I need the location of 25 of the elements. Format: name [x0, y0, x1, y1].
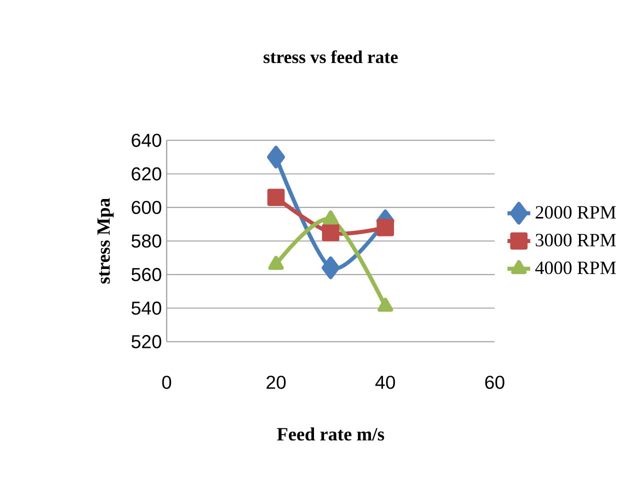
point [322, 224, 340, 242]
point [322, 210, 338, 225]
point [267, 188, 285, 206]
x-axis-title: Feed rate m/s [277, 427, 384, 441]
x-tick-label: 0 [162, 376, 172, 389]
y-tick-label: 580 [132, 234, 162, 248]
point [322, 256, 340, 280]
legend-label: 2000 RPM [536, 206, 616, 219]
y-tick-label: 540 [132, 301, 162, 315]
legend-label: 3000 RPM [536, 234, 616, 246]
y-tick-label: 640 [132, 134, 162, 147]
x-tick-label: 40 [375, 376, 395, 389]
x-tick-label: 20 [266, 376, 286, 389]
y-axis-title: stress Mpa [97, 198, 114, 284]
y-tick-label: 600 [132, 200, 162, 214]
point [268, 256, 284, 270]
y-tick-label: 520 [132, 335, 162, 348]
chart-title: stress vs feed rate [264, 50, 398, 64]
x-tick-label: 60 [485, 376, 504, 389]
legend-label: 4000 RPM [535, 262, 616, 274]
point [267, 146, 285, 168]
y-tick-label: 620 [132, 167, 162, 180]
y-tick-label: 560 [132, 268, 162, 282]
point [378, 298, 394, 312]
point [376, 218, 394, 236]
